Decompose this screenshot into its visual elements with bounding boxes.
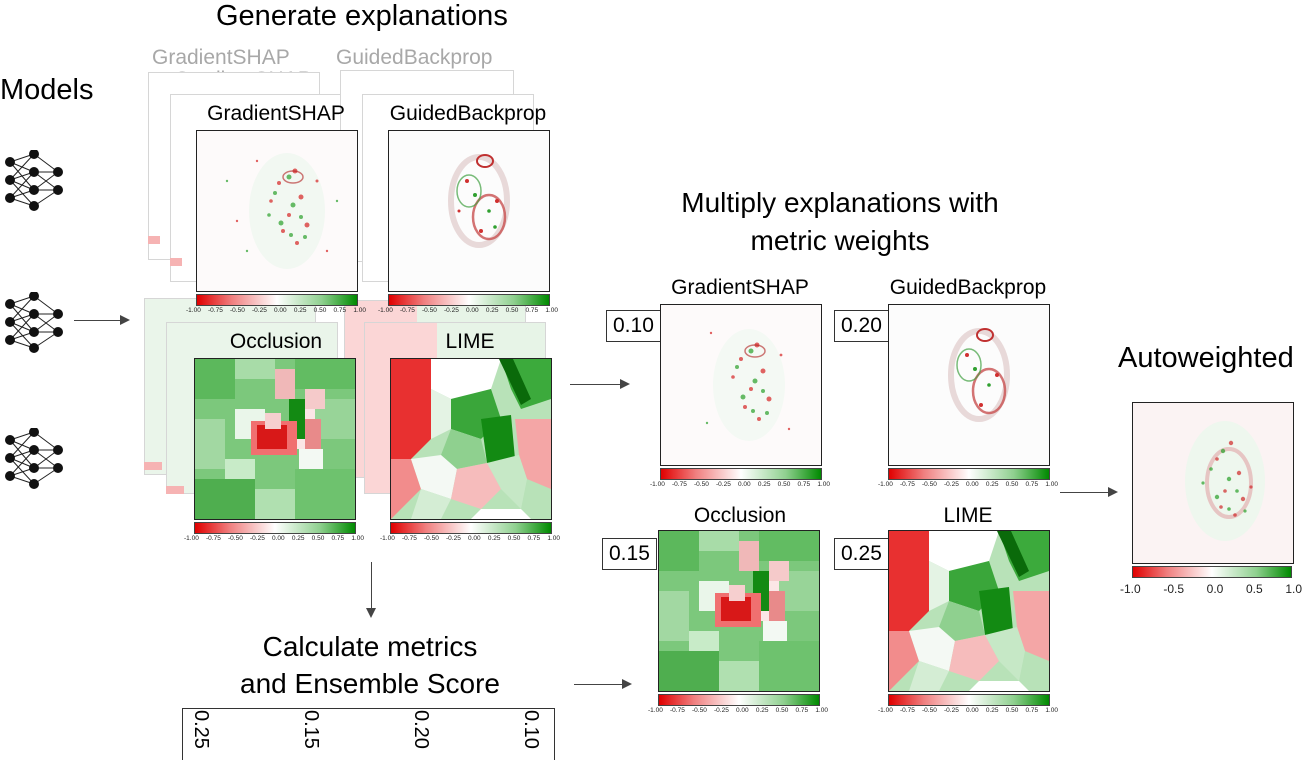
mul-gradientshap-colorbar [660,468,822,480]
neural-network-icon-2 [5,292,63,353]
ghost-colorbar [144,462,162,470]
gen-lime-colorbar [390,522,552,534]
ensemble-score-4: 0.10 [520,710,542,749]
ghost-colorbar [170,258,182,266]
mul-lime-ticks: -1.00 -0.75 -0.50 -0.25 0.00 0.25 0.50 0.75 1.00 [878,707,1058,714]
gen-gradientshap-ticks: -1.00 -0.75 -0.50 -0.25 0.00 0.25 0.50 0.75 1.00 [186,307,366,314]
gen-gradientshap-heatmap [196,130,358,292]
mul-guidedbackprop-weight: 0.20 [834,310,889,342]
mul-gradientshap-weight: 0.10 [606,310,661,342]
gen-gradientshap-colorbar [196,294,358,306]
gen-lime-heatmap [390,358,552,520]
mul-lime-heatmap [888,530,1050,692]
mul-occlusion-heatmap [658,530,820,692]
multiply-title-line1: Multiply explanations with [681,187,999,218]
calculate-title-line1: Calculate metrics [262,631,478,662]
gen-guidedbackprop-colorbar [388,294,550,306]
gen-guidedbackprop-title: GuidedBackprop [389,102,547,125]
gen-gradientshap-title: GradientSHAP [207,102,345,125]
gen-occlusion-colorbar [194,522,356,534]
ensemble-score-3: 0.20 [410,710,432,749]
gen-guidedbackprop-heatmap [388,130,550,292]
autoweighted-ticks: -1.0 -0.5 0.0 0.5 1.0 [1120,582,1302,596]
calculate-title-line2: and Ensemble Score [240,668,500,699]
ensemble-score-1: 0.25 [190,710,212,749]
mul-lime-colorbar [888,694,1050,706]
gen-occlusion-title: Occlusion [229,330,323,353]
ensemble-score-bracket-right [554,708,555,760]
gen-occlusion-ticks: -1.00 -0.75 -0.50 -0.25 0.00 0.25 0.50 0.75 1.00 [184,535,364,542]
autoweighted-heatmap [1132,402,1294,564]
mul-occlusion-colorbar [658,694,820,706]
mul-guidedbackprop-colorbar [888,468,1050,480]
ensemble-score-bracket [182,708,554,761]
mul-lime-title: LIME [943,504,993,527]
calculate-to-multiply-arrow [574,679,632,689]
mul-gradientshap-title: GradientSHAP [671,276,809,299]
generate-to-calculate-arrow [366,562,376,618]
mul-gradientshap-ticks: -1.00 -0.75 -0.50 -0.25 0.00 0.25 0.50 0.75 1.00 [650,481,830,488]
mul-gradientshap-heatmap [660,304,822,466]
neural-network-icon-3 [5,428,63,489]
models-title: Models [0,74,94,106]
mul-guidedbackprop-heatmap [888,304,1050,466]
mul-occlusion-weight: 0.15 [602,538,657,570]
mul-lime-weight: 0.25 [834,538,889,570]
gen-lime-title: LIME [445,330,495,353]
gen-lime-ticks: -1.00 -0.75 -0.50 -0.25 0.00 0.25 0.50 0.75 1.00 [380,535,560,542]
ghost-title-guidedbackprop-1: GuidedBackprop [336,46,493,69]
generate-title: Generate explanations [216,0,508,32]
generate-to-multiply-arrow [570,379,630,389]
neural-network-icon-1 [5,150,63,211]
mul-guidedbackprop-ticks: -1.00 -0.75 -0.50 -0.25 0.00 0.25 0.50 0.75 1.00 [878,481,1058,488]
autoweighted-title: Autoweighted [1118,342,1294,374]
multiply-title-line2: metric weights [750,225,930,256]
ghost-colorbar [148,236,160,244]
ensemble-score-2: 0.15 [300,710,322,749]
mul-occlusion-ticks: -1.00 -0.75 -0.50 -0.25 0.00 0.25 0.50 0.75 1.00 [648,707,828,714]
ensemble-score-bracket-left [182,708,183,760]
gen-occlusion-heatmap [194,358,356,520]
mul-occlusion-title: Occlusion [693,504,787,527]
gen-guidedbackprop-ticks: -1.00 -0.75 -0.50 -0.25 0.00 0.25 0.50 0.75 1.00 [378,307,558,314]
ghost-colorbar [166,486,184,494]
multiply-to-autoweighted-arrow [1060,487,1118,497]
mul-guidedbackprop-title: GuidedBackprop [889,276,1047,299]
ghost-title-gradientshap-1: GradientSHAP [152,46,290,69]
models-arrow [74,315,130,325]
autoweighted-colorbar [1132,566,1292,578]
